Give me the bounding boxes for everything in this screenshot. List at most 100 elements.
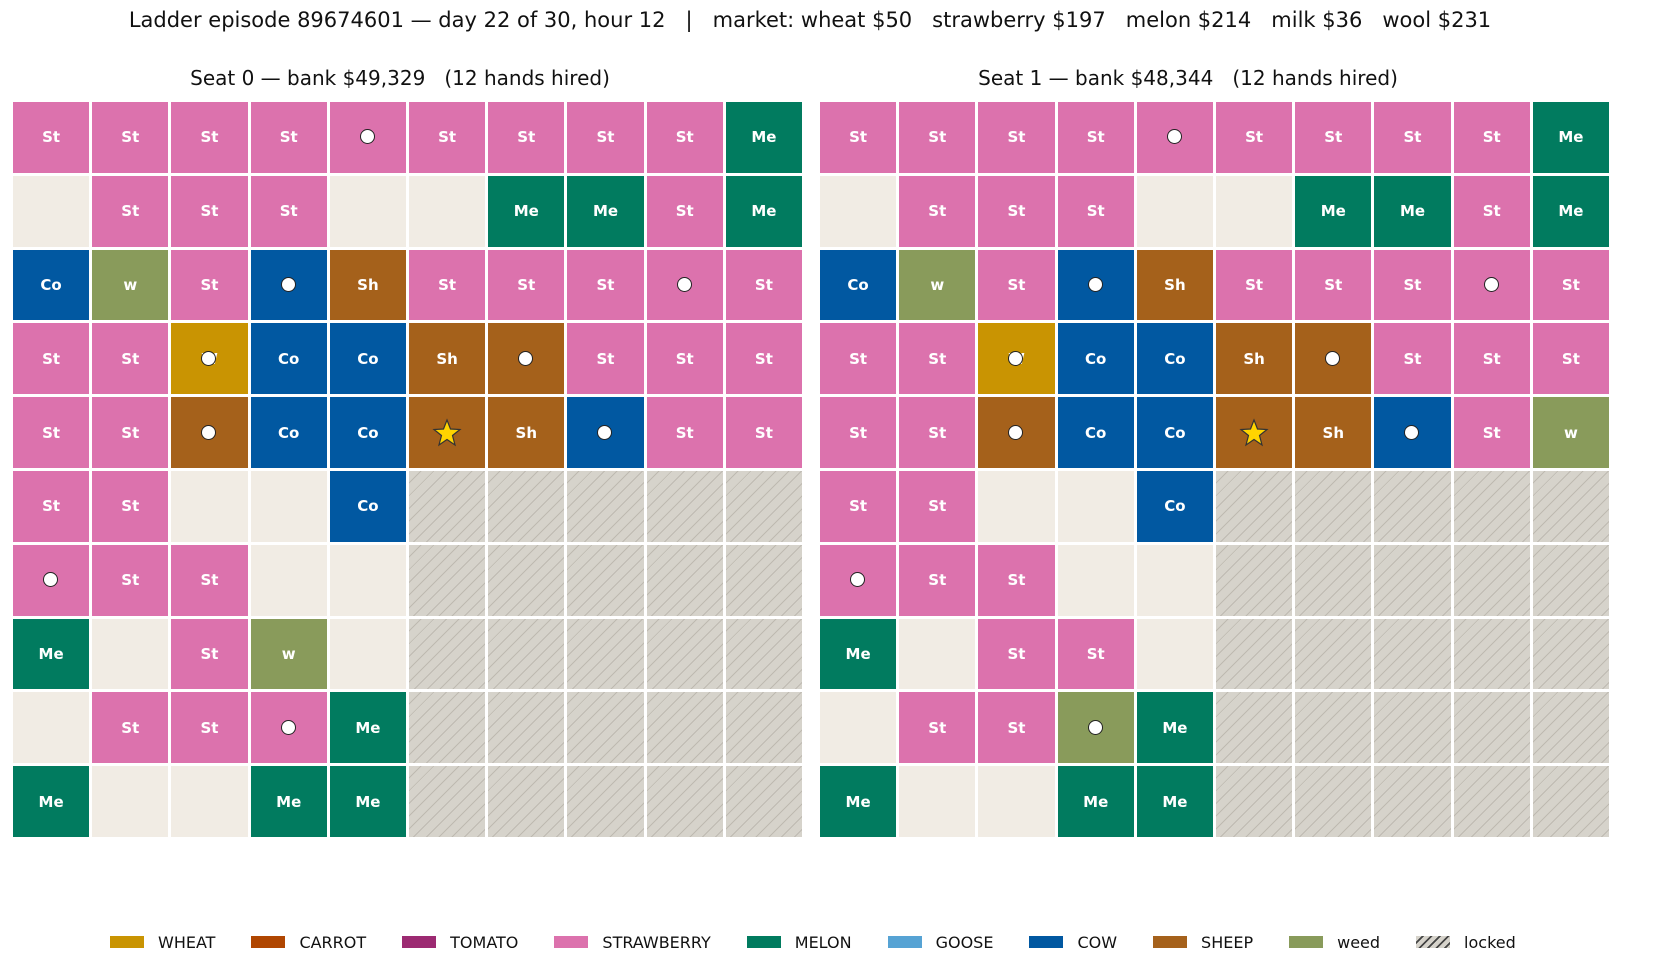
plot-cow-r2-c0[interactable]: Co [820, 249, 897, 321]
plot-strawberry-r3-c8[interactable]: St [646, 323, 723, 395]
plot-locked-r5-c8[interactable] [1453, 471, 1530, 542]
plot-locked-r8-c8[interactable] [646, 692, 723, 764]
plot-strawberry-r2-c8[interactable]: S [646, 249, 723, 321]
plot-strawberry-r0-c0[interactable]: St [820, 102, 897, 173]
plot-empty-r5-c3[interactable] [250, 471, 327, 542]
plot-strawberry-r0-c7[interactable]: St [1374, 102, 1451, 173]
plot-cow-r4-c3[interactable]: Co [1057, 397, 1134, 468]
plot-strawberry-r8-c1[interactable]: St [899, 692, 976, 764]
plot-empty-r6-c4[interactable] [329, 544, 406, 616]
plot-strawberry-r6-c0[interactable] [820, 544, 897, 616]
plot-locked-r5-c6[interactable] [1295, 471, 1372, 542]
plot-empty-r5-c3[interactable] [1057, 471, 1134, 542]
plot-sheep-r2-c4[interactable]: Sh [329, 249, 406, 321]
plot-strawberry-r0-c7[interactable]: St [567, 102, 644, 173]
plot-strawberry-r3-c7[interactable]: St [567, 323, 644, 395]
plot-strawberry-r0-c4[interactable] [1136, 102, 1213, 173]
plot-empty-r9-c2[interactable] [171, 766, 248, 837]
plot-melon-r1-c9[interactable]: Me [725, 175, 802, 247]
plot-empty-r8-c0[interactable] [820, 692, 897, 764]
plot-locked-r9-c9[interactable] [725, 766, 802, 837]
plot-melon-r8-c4[interactable]: Me [1136, 692, 1213, 764]
plot-strawberry-r3-c8[interactable]: St [1453, 323, 1530, 395]
plot-melon-r1-c6[interactable]: Me [1295, 175, 1372, 247]
plot-weed-r4-c9[interactable]: w [1532, 397, 1609, 468]
plot-locked-r5-c8[interactable] [646, 471, 723, 542]
plot-locked-r9-c5[interactable] [408, 766, 486, 837]
plot-empty-r1-c4[interactable] [329, 175, 406, 247]
plot-sheep-r4-c5[interactable] [408, 397, 486, 468]
plot-strawberry-r2-c2[interactable]: St [171, 249, 248, 321]
plot-cow-r4-c4[interactable]: Co [1136, 397, 1213, 468]
plot-sheep-r3-c5[interactable]: Sh [1215, 323, 1293, 395]
plot-melon-r9-c0[interactable]: Me [820, 766, 897, 837]
plot-locked-r8-c5[interactable] [1215, 692, 1293, 764]
plot-cow-r4-c4[interactable]: Co [329, 397, 406, 468]
plot-strawberry-r2-c6[interactable]: St [488, 249, 565, 321]
plot-cow-r3-c4[interactable]: Co [1136, 323, 1213, 395]
plot-sheep-r4-c6[interactable]: Sh [488, 397, 565, 468]
plot-strawberry-r1-c1[interactable]: St [92, 175, 169, 247]
plot-sheep-r4-c6[interactable]: Sh [1295, 397, 1372, 468]
plot-locked-r5-c5[interactable] [408, 471, 486, 542]
plot-cow-r4-c7[interactable]: C [567, 397, 644, 468]
plot-strawberry-r5-c0[interactable]: St [820, 471, 897, 542]
plot-strawberry-r6-c1[interactable]: St [92, 544, 169, 616]
plot-locked-r5-c9[interactable] [725, 471, 802, 542]
plot-sheep-r3-c5[interactable]: Sh [408, 323, 486, 395]
plot-locked-r8-c9[interactable] [725, 692, 802, 764]
plot-empty-r6-c4[interactable] [1136, 544, 1213, 616]
plot-strawberry-r4-c1[interactable]: St [92, 397, 169, 468]
plot-locked-r6-c6[interactable] [1295, 544, 1372, 616]
plot-locked-r9-c7[interactable] [1374, 766, 1451, 837]
plot-locked-r9-c7[interactable] [567, 766, 644, 837]
plot-strawberry-r1-c2[interactable]: St [171, 175, 248, 247]
plot-locked-r9-c6[interactable] [488, 766, 565, 837]
plot-locked-r9-c9[interactable] [1532, 766, 1609, 837]
plot-empty-r5-c2[interactable] [171, 471, 248, 542]
plot-melon-r0-c9[interactable]: Me [725, 102, 802, 173]
plot-locked-r9-c8[interactable] [1453, 766, 1530, 837]
plot-strawberry-r6-c1[interactable]: St [899, 544, 976, 616]
plot-locked-r8-c6[interactable] [1295, 692, 1372, 764]
plot-strawberry-r8-c2[interactable]: St [171, 692, 248, 764]
plot-locked-r7-c8[interactable] [646, 618, 723, 690]
plot-locked-r7-c5[interactable] [408, 618, 486, 690]
plot-locked-r7-c9[interactable] [725, 618, 802, 690]
plot-locked-r9-c6[interactable] [1295, 766, 1372, 837]
plot-strawberry-r6-c2[interactable]: St [978, 544, 1055, 616]
plot-locked-r9-c8[interactable] [646, 766, 723, 837]
plot-weed-r7-c3[interactable]: w [250, 618, 327, 690]
plot-strawberry-r3-c0[interactable]: St [820, 323, 897, 395]
plot-strawberry-r3-c1[interactable]: St [92, 323, 169, 395]
plot-locked-r7-c7[interactable] [567, 618, 644, 690]
plot-locked-r8-c5[interactable] [408, 692, 486, 764]
plot-cow-r3-c3[interactable]: Co [250, 323, 327, 395]
plot-melon-r0-c9[interactable]: Me [1532, 102, 1609, 173]
plot-strawberry-r0-c4[interactable] [329, 102, 406, 173]
plot-melon-r9-c3[interactable]: Me [250, 766, 327, 837]
plot-strawberry-r6-c2[interactable]: St [171, 544, 248, 616]
plot-locked-r5-c5[interactable] [1215, 471, 1293, 542]
plot-strawberry-r2-c7[interactable]: St [1374, 249, 1451, 321]
plot-strawberry-r0-c3[interactable]: St [250, 102, 327, 173]
plot-strawberry-r1-c3[interactable]: St [250, 175, 327, 247]
plot-empty-r1-c0[interactable] [13, 175, 90, 247]
plot-strawberry-r2-c9[interactable]: St [1532, 249, 1609, 321]
plot-strawberry-r0-c2[interactable]: St [171, 102, 248, 173]
plot-cow-r4-c3[interactable]: Co [250, 397, 327, 468]
plot-strawberry-r0-c5[interactable]: St [408, 102, 486, 173]
plot-empty-r7-c1[interactable] [899, 618, 976, 690]
plot-cow-r5-c4[interactable]: Co [1136, 471, 1213, 542]
plot-cow-r4-c7[interactable]: C [1374, 397, 1451, 468]
plot-strawberry-r3-c0[interactable]: St [13, 323, 90, 395]
plot-locked-r5-c7[interactable] [1374, 471, 1451, 542]
plot-locked-r6-c7[interactable] [567, 544, 644, 616]
plot-strawberry-r0-c8[interactable]: St [1453, 102, 1530, 173]
plot-strawberry-r2-c5[interactable]: St [408, 249, 486, 321]
plot-strawberry-r5-c1[interactable]: St [92, 471, 169, 542]
plot-empty-r9-c1[interactable] [92, 766, 169, 837]
plot-strawberry-r1-c8[interactable]: St [1453, 175, 1530, 247]
plot-locked-r8-c7[interactable] [1374, 692, 1451, 764]
plot-empty-r7-c4[interactable] [1136, 618, 1213, 690]
